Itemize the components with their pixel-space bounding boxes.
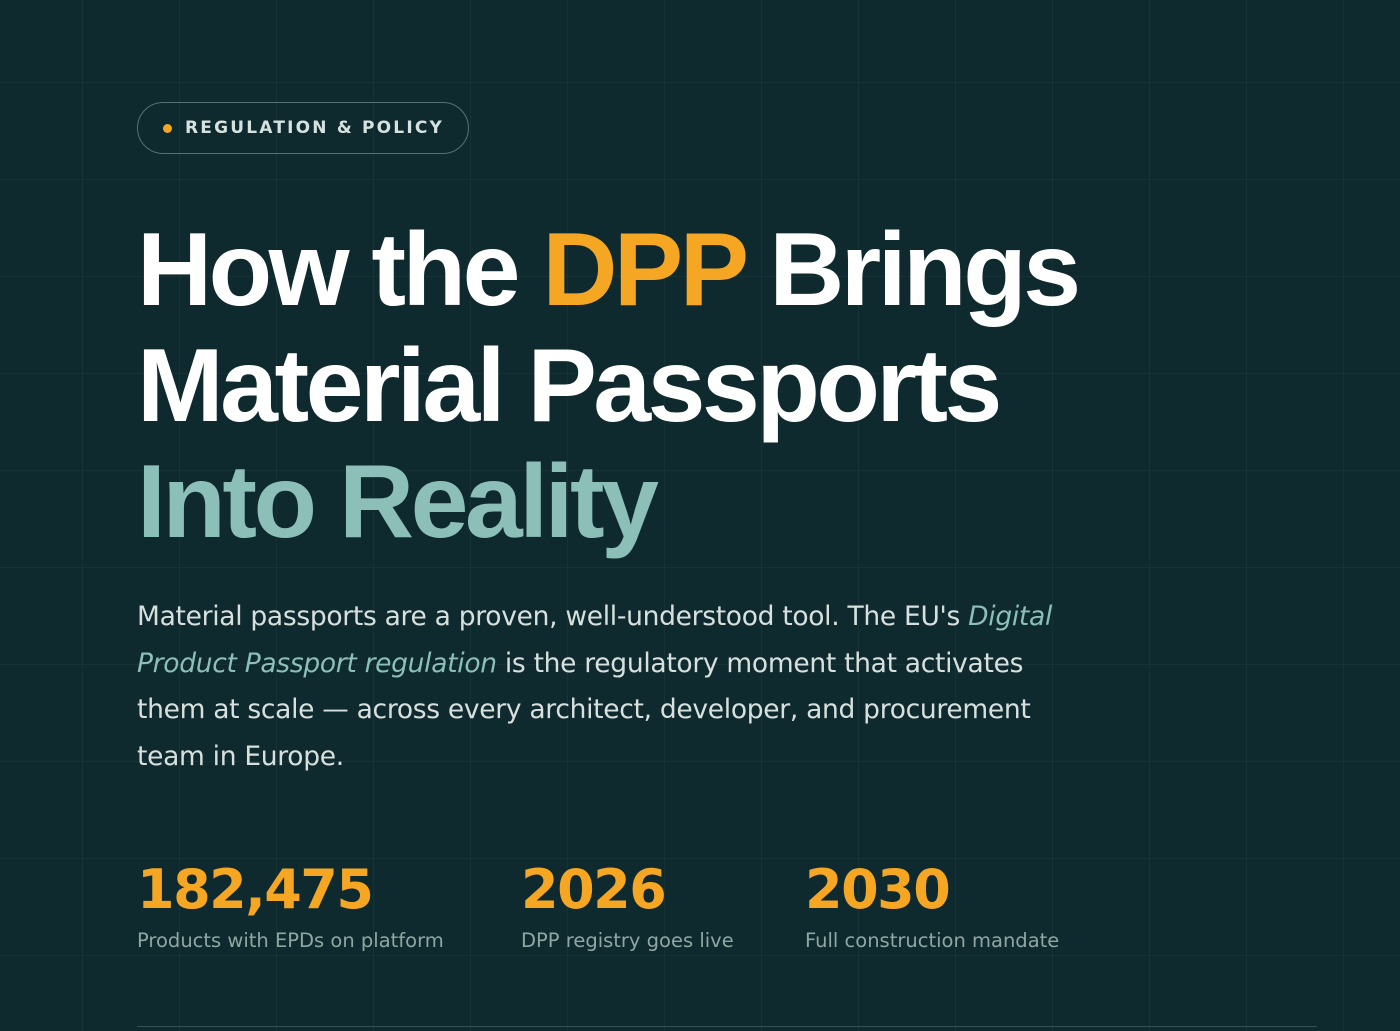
- intro-text-before: Material passports are a proven, well-un…: [137, 601, 969, 632]
- title-accent-word: DPP: [542, 212, 747, 328]
- stat-value: 2030: [805, 858, 951, 921]
- title-line-3: Into Reality: [137, 444, 659, 560]
- intro-text-after: is the regulatory moment that activates …: [137, 647, 1031, 772]
- title-part-1: How the: [137, 212, 543, 328]
- stat-label: Full construction mandate: [805, 929, 1060, 952]
- stat-registry: 2026 DPP registry goes live: [521, 858, 734, 954]
- category-badge-label: REGULATION & POLICY: [185, 118, 445, 138]
- stat-label: Products with EPDs on platform: [137, 929, 444, 952]
- section-divider: [137, 1026, 1317, 1027]
- stats-row: 182,475 Products with EPDs on platform 2…: [137, 858, 1317, 968]
- stat-label: DPP registry goes live: [521, 929, 734, 952]
- stat-value: 182,475: [137, 858, 374, 921]
- intro-paragraph: Material passports are a proven, well-un…: [137, 594, 1087, 780]
- dot-icon: [163, 123, 172, 133]
- stat-mandate: 2030 Full construction mandate: [805, 858, 1059, 954]
- stat-value: 2026: [521, 858, 667, 921]
- page-title: How the DPP Brings Material Passports In…: [137, 212, 1317, 560]
- category-badge: REGULATION & POLICY: [137, 102, 470, 154]
- intro-emphasis: Digital Product Passport regulation: [137, 601, 1053, 679]
- title-part-2: Brings: [743, 212, 1081, 328]
- title-line-2: Material Passports: [137, 328, 1002, 444]
- stat-products: 182,475 Products with EPDs on platform: [137, 858, 444, 954]
- hero-section: REGULATION & POLICY How the DPP Brings M…: [137, 102, 1317, 780]
